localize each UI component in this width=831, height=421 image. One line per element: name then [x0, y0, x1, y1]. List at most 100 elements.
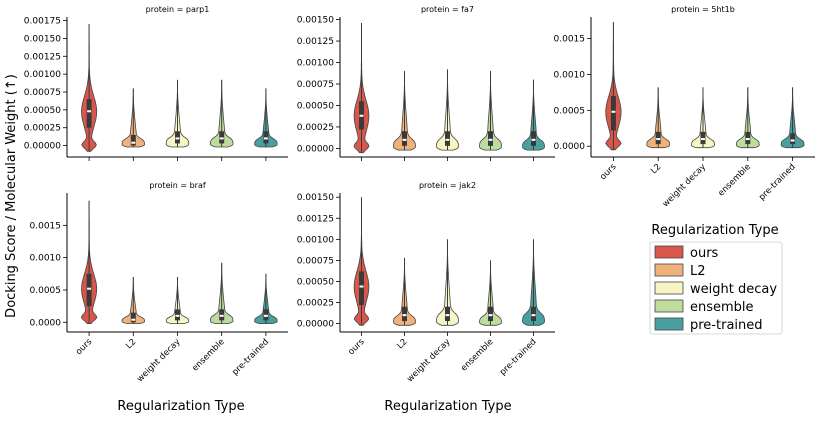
violin-iqr-box	[402, 306, 407, 322]
y-tick-label: 0.00150	[24, 34, 61, 44]
x-tick-label: L2	[395, 337, 409, 351]
violin-median	[488, 314, 493, 317]
violin-median	[175, 137, 180, 140]
legend-label-ours: ours	[690, 246, 719, 261]
y-tick-label: 0.00075	[297, 80, 334, 90]
legend-swatch-ensemble	[654, 299, 684, 313]
y-tick-label: 0.00050	[24, 106, 61, 116]
panel-title: protein = fa7	[421, 5, 474, 14]
violin-iqr-box	[745, 131, 751, 145]
violin-median	[445, 314, 450, 317]
legend-frame	[649, 241, 783, 335]
y-tick-label: 0.00100	[297, 235, 334, 245]
violin-median	[263, 314, 268, 317]
x-tick-label: ensemble	[716, 162, 752, 198]
violin-iqr-box	[445, 306, 450, 322]
violin-iqr-box	[219, 131, 225, 144]
violin-iqr-box	[130, 134, 136, 146]
panel-title: protein = parp1	[146, 5, 210, 14]
violin-median	[359, 285, 364, 288]
panel-4: protein = jak2 0.00000 0.00025 0.00050 0.000…	[297, 181, 555, 384]
violin-median	[131, 141, 136, 144]
panel-title: protein = jak2	[419, 181, 476, 190]
violin-median	[611, 110, 616, 113]
violin-iqr-box	[488, 131, 493, 146]
violin-median	[745, 138, 750, 141]
y-tick-label: 0.00100	[297, 59, 334, 69]
legend-swatch-ours	[654, 245, 684, 259]
x-tick-label: L2	[649, 162, 663, 176]
y-tick-label: 0.00150	[297, 193, 334, 203]
violin-median	[656, 138, 661, 141]
violin-iqr-box	[531, 306, 536, 322]
legend-label-ensemble: ensemble	[690, 300, 754, 315]
legend: Regularization Type ours L2 weight decay en…	[649, 223, 783, 335]
violin-iqr-box	[86, 99, 92, 128]
y-tick-label: 0.00025	[297, 299, 334, 309]
x-tick-label: ensemble	[190, 337, 226, 373]
violin-iqr-box	[655, 131, 661, 145]
violin-iqr-box	[359, 271, 364, 306]
violin-iqr-box	[402, 131, 407, 146]
violin-iqr-box	[263, 131, 269, 144]
violin-median	[359, 114, 364, 117]
panel-3: protein = braf 0.0000 0.0005 0.0010 0.0015 ou…	[30, 181, 288, 384]
y-tick-label: 0.0015	[30, 221, 62, 231]
figure-ylabel: Docking Score / Molecular Weight (↑)	[4, 74, 19, 318]
y-tick-label: 0.0010	[30, 254, 62, 264]
y-tick-label: 0.00075	[24, 88, 61, 98]
y-tick-label: 0.00075	[297, 256, 334, 266]
y-tick-label: 0.0010	[554, 70, 586, 80]
x-tick-label: ours	[598, 162, 619, 183]
y-tick-label: 0.0005	[30, 286, 62, 296]
x-tick-label: ours	[74, 337, 95, 358]
y-tick-label: 0.00000	[24, 142, 61, 152]
violin-median	[87, 110, 92, 113]
y-tick-label: 0.00125	[297, 37, 334, 47]
panel-title: protein = braf	[149, 181, 205, 190]
panel-2: protein = 5ht1b 0.0000 0.0005 0.0010 0.0015 o…	[554, 5, 815, 209]
violin-iqr-box	[790, 133, 796, 145]
x-tick-label: pre-trained	[757, 162, 798, 203]
figure-xlabel-left: Regularization Type	[117, 399, 244, 414]
x-tick-label: weight decay	[661, 162, 708, 209]
violin-median	[175, 314, 180, 317]
y-tick-label: 0.00125	[24, 52, 61, 62]
y-tick-label: 0.00000	[297, 320, 334, 330]
violin-median	[402, 314, 407, 317]
violin-iqr-box	[175, 131, 180, 144]
x-tick-label: weight decay	[405, 337, 452, 384]
violin-iqr-box	[445, 131, 450, 146]
violin-median	[445, 138, 450, 141]
legend-swatch-L2	[654, 263, 684, 277]
y-tick-label: 0.0000	[554, 142, 586, 152]
violin-iqr-box	[488, 306, 493, 322]
y-tick-label: 0.00175	[24, 17, 61, 27]
panel-1: protein = fa7 0.00000 0.00025 0.00050 0.0007…	[297, 5, 555, 161]
legend-swatch-pre-trained	[654, 317, 684, 331]
x-tick-label: weight decay	[135, 337, 182, 384]
violin-median	[219, 137, 224, 140]
violin-median	[790, 139, 795, 142]
y-tick-label: 0.0015	[554, 35, 586, 45]
y-tick-label: 0.00025	[24, 124, 61, 134]
violin-median	[531, 138, 536, 141]
y-tick-label: 0.00000	[297, 144, 334, 154]
legend-items: ours L2 weight decay ensemble pre-trained	[649, 241, 783, 335]
x-tick-label: ensemble	[459, 337, 495, 373]
y-tick-label: 0.0000	[30, 318, 62, 328]
legend-title: Regularization Type	[651, 223, 778, 238]
x-tick-label: ours	[346, 337, 367, 358]
violin-iqr-box	[700, 131, 706, 145]
y-tick-label: 0.00100	[24, 70, 61, 80]
violin-median	[402, 138, 407, 141]
x-tick-label: pre-trained	[230, 337, 271, 378]
violin-median	[131, 318, 136, 321]
violin-iqr-box	[86, 273, 92, 307]
y-tick-label: 0.00050	[297, 277, 334, 287]
y-tick-label: 0.00025	[297, 123, 334, 133]
violin-iqr-box	[130, 312, 136, 323]
legend-label-L2: L2	[690, 264, 706, 279]
y-tick-label: 0.0005	[554, 106, 586, 116]
